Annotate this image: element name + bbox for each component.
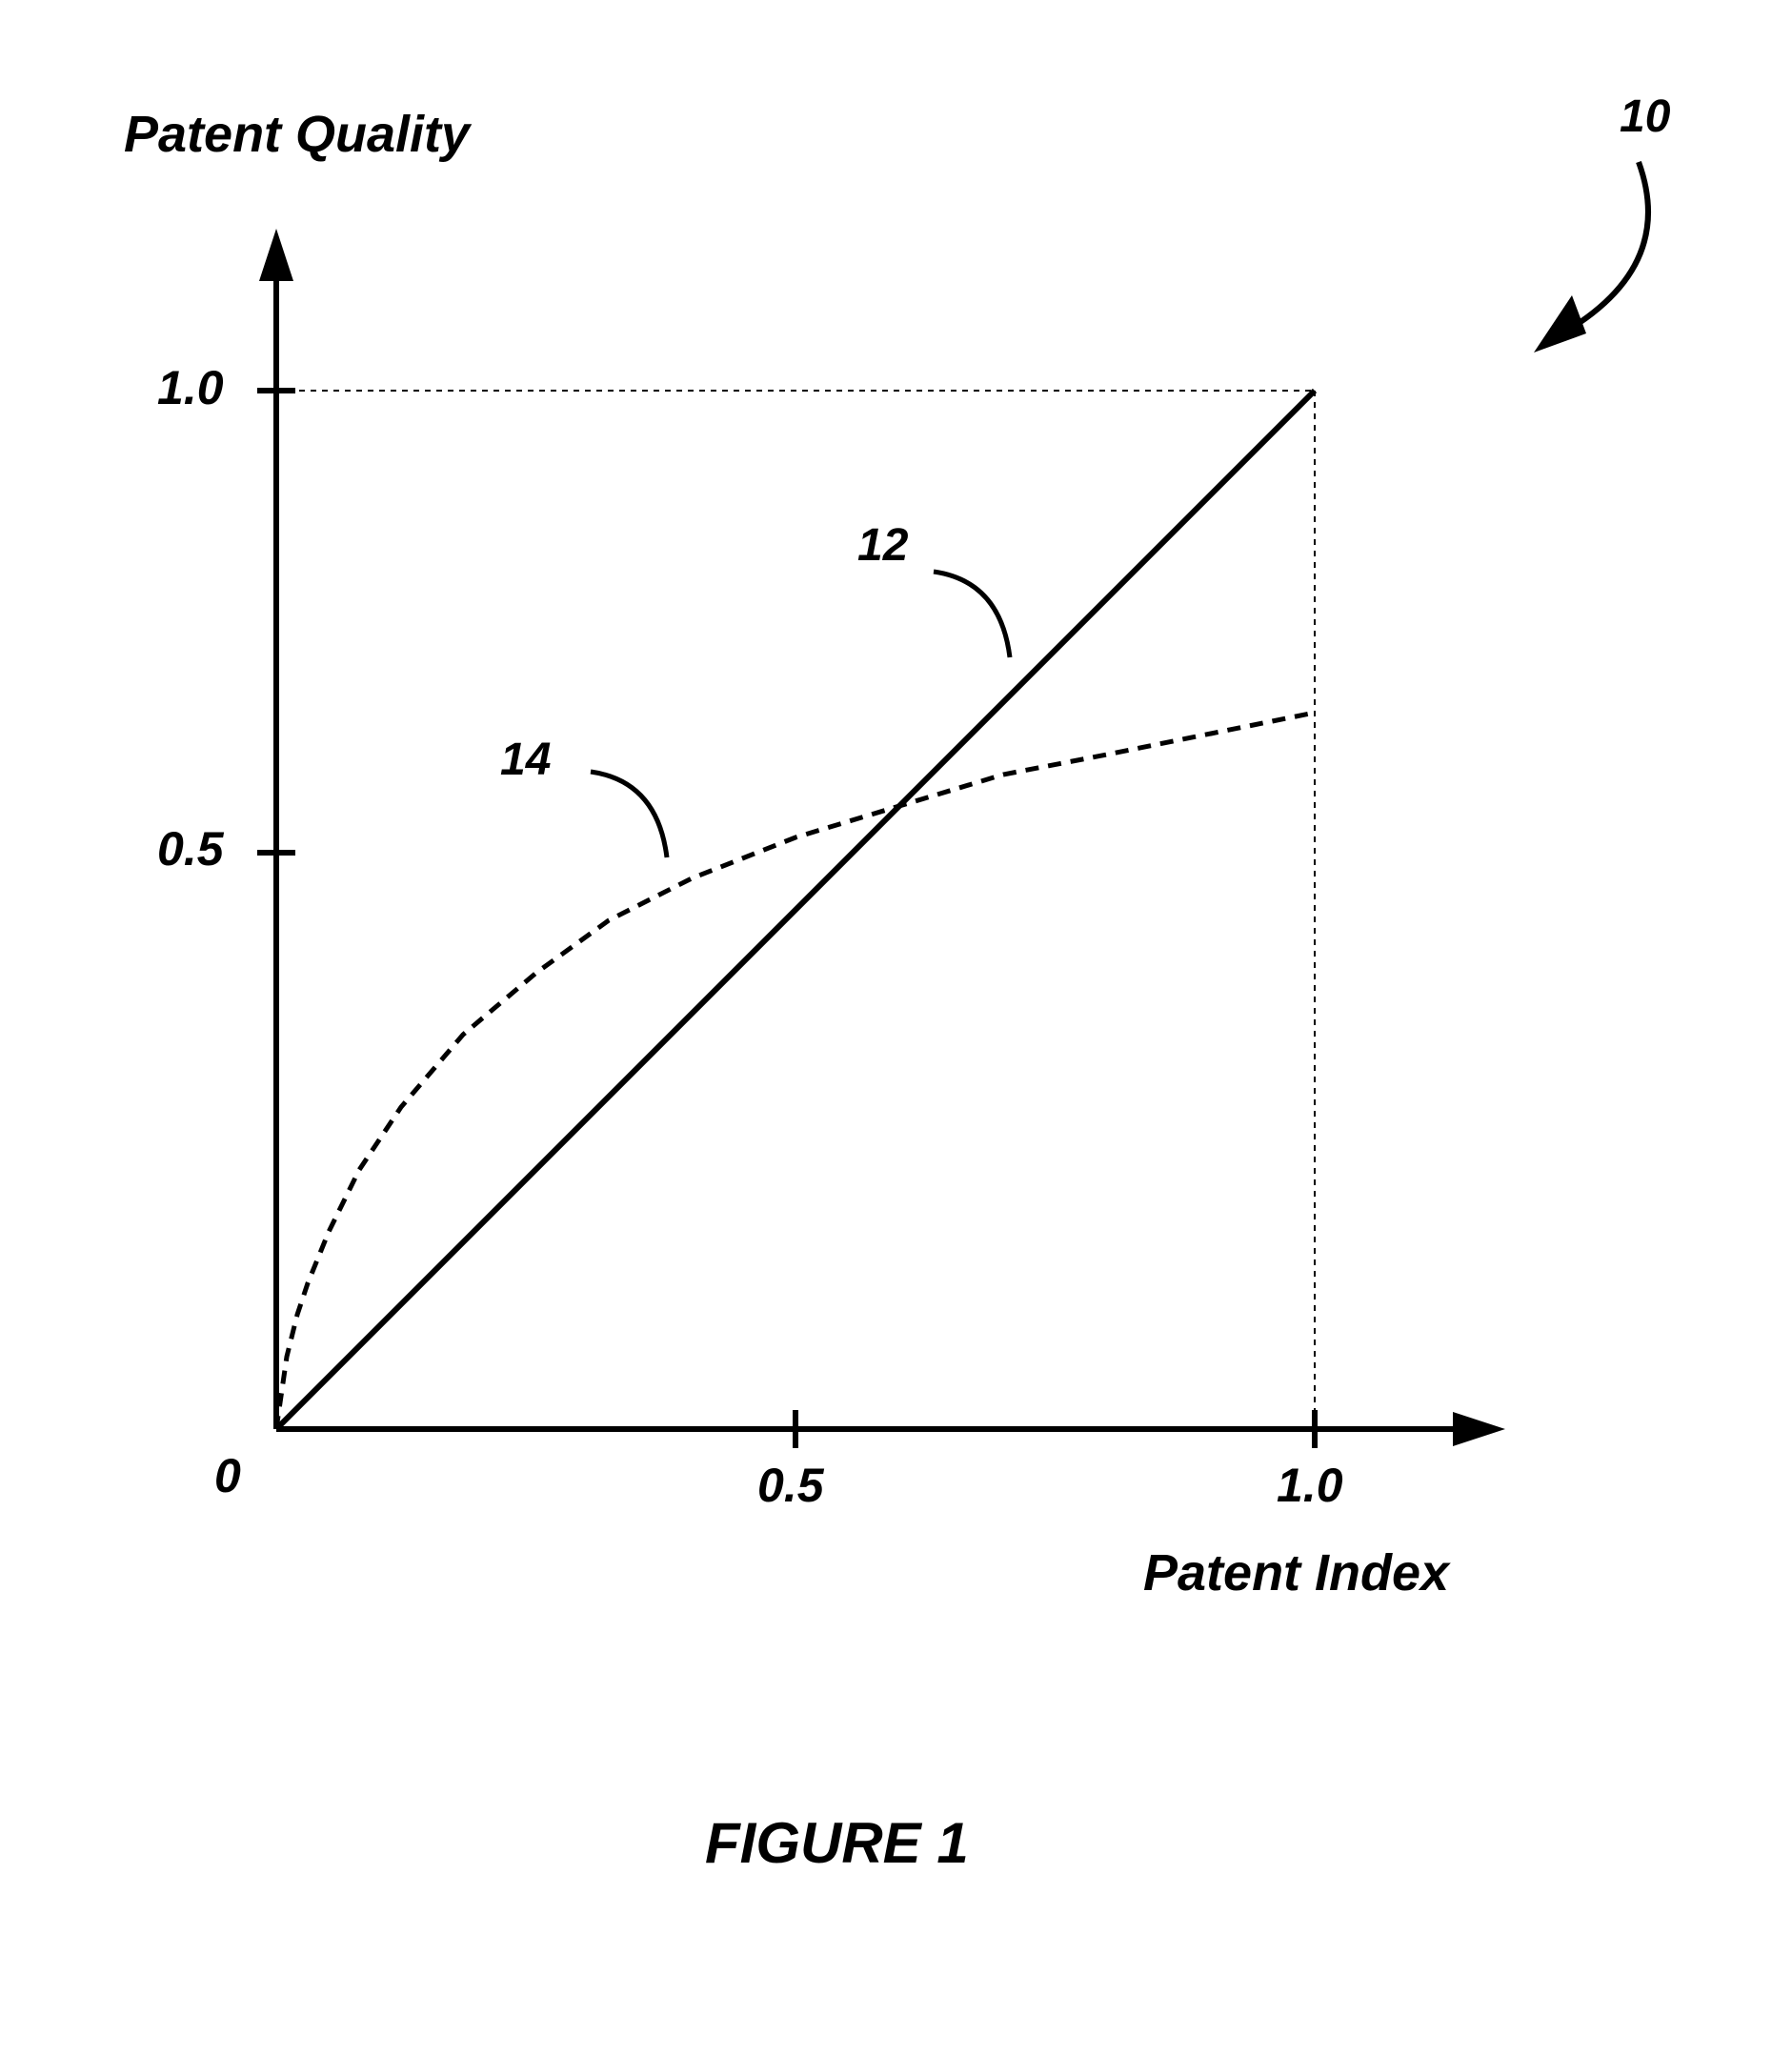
y-axis-title: Patent Quality (124, 105, 470, 164)
y-tick-label-05: 0.5 (157, 821, 224, 876)
annotation-10: 10 (1620, 91, 1670, 143)
x-axis-arrowhead (1453, 1412, 1505, 1446)
callout-arc-12 (934, 572, 1010, 657)
y-tick-label-10: 1.0 (157, 360, 224, 415)
curve-label-12: 12 (857, 519, 908, 572)
x-tick-label-10: 1.0 (1277, 1458, 1343, 1513)
chart-svg (0, 0, 1792, 2055)
callout-arrowhead-10 (1534, 295, 1586, 353)
y-axis-arrowhead (259, 229, 293, 281)
callout-arc-14 (591, 772, 667, 857)
chart-container: Patent Quality Patent Index 10 12 14 1.0… (0, 0, 1792, 2055)
origin-label: 0 (214, 1448, 241, 1503)
x-axis-title: Patent Index (1143, 1543, 1449, 1602)
diagonal-line-12 (276, 391, 1315, 1429)
x-tick-label-05: 0.5 (757, 1458, 824, 1513)
curve-label-14: 14 (500, 734, 551, 786)
figure-title: FIGURE 1 (705, 1810, 969, 1876)
curve-14 (276, 713, 1315, 1429)
